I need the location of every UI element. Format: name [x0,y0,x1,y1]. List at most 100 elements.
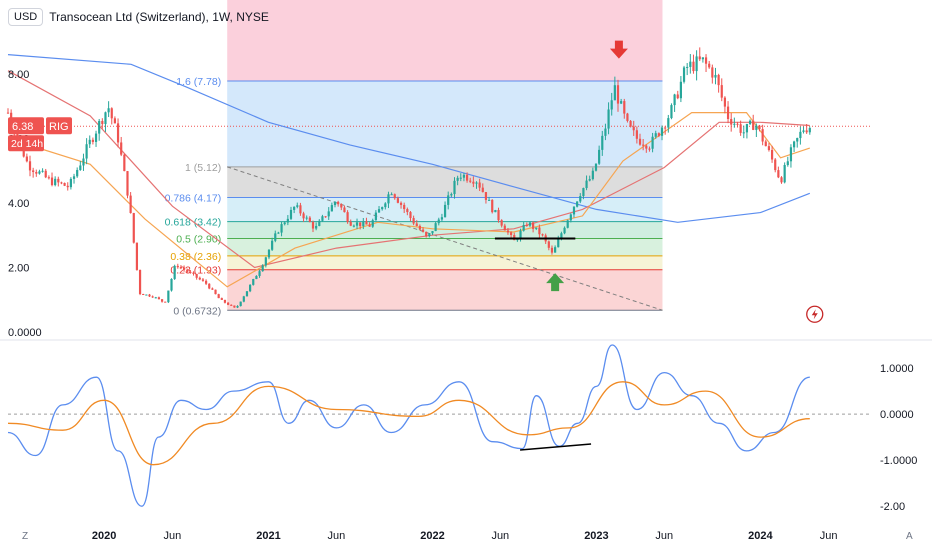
candle-body [186,269,189,272]
candle-body [299,205,302,214]
x-axis-tick-label: Jun [820,530,838,542]
signal-line [7,381,810,466]
candle-body [258,271,261,276]
candle-body [623,101,626,114]
candle-body [311,222,315,229]
candle-body [563,227,566,234]
candle-body [761,129,764,142]
fib-level-label: 1.6 (7.78) [176,76,221,88]
candle-body [613,85,616,101]
candle-body [261,265,264,272]
candle-body [44,170,47,178]
candle-body [714,74,717,78]
candle-body [201,279,205,281]
candle-body [164,301,167,303]
candle-body [604,128,607,136]
candle-body [195,273,198,278]
candle-body [138,269,142,295]
candle-body [333,201,337,206]
candle-body [657,133,660,136]
candle-body [601,135,604,150]
candle-body [748,120,752,125]
candle-body [802,130,805,132]
candle-body [497,209,500,221]
candle-body [695,56,698,72]
candle-body [113,118,117,124]
candle-body [629,120,632,127]
candle-body [88,139,91,145]
fib-level-label: 0.618 (3.42) [165,217,222,229]
candle-body [157,297,161,300]
fib-zone [227,238,663,256]
candle-body [528,222,532,226]
candle-body [359,222,362,227]
candle-body [462,174,466,178]
candle-body [151,296,154,298]
candle-body [576,201,579,207]
ticker-badge [46,117,72,135]
candle-body [692,61,695,72]
candle-body [799,131,802,139]
auto-scale-button[interactable]: A [906,531,913,542]
candle-body [343,207,346,213]
candle-body [626,113,629,121]
moving-average-line [7,54,811,223]
candle-body [321,216,324,221]
candle-body [107,108,110,113]
candle-body [770,150,774,160]
candle-body [591,170,594,180]
candle-body [233,305,236,308]
candle-body [85,144,88,159]
candle-body [406,209,409,213]
candle-body [142,294,145,296]
candle-body [465,174,469,181]
x-axis-tick-label: 2022 [420,530,444,542]
candle-body [69,178,72,188]
candle-body [538,227,541,235]
candle-body [245,291,249,297]
candle-body [789,147,793,162]
candle-body [32,170,35,173]
candle-body [327,211,330,217]
candle-body [506,230,510,233]
candle-body [271,240,274,250]
candle-body [777,170,780,178]
candle-body [267,249,271,258]
ticker-badge-label: RIG [49,121,69,133]
candle-body [318,220,321,226]
candle-body [726,106,730,120]
candle-body [739,124,742,133]
candle-body [346,212,349,222]
fib-level-label: 0.38 (2.36) [170,251,221,263]
candle-body [447,195,450,205]
candle-body [223,299,227,303]
candle-body [660,127,664,136]
candle-body [472,181,475,184]
candle-body [208,283,211,289]
y-axis-tick-label: 4.00 [8,198,29,210]
candle-body [66,185,69,188]
candle-body [676,94,679,99]
candle-body [176,265,179,268]
candle-body [308,217,311,223]
candle-body [54,178,57,186]
timezone-button[interactable]: Z [22,531,28,542]
candle-body [135,242,139,270]
candle-body [365,221,368,225]
candle-body [72,176,76,179]
currency-button[interactable]: USD [8,8,44,26]
fib-zone [227,81,663,167]
candle-body [60,182,63,184]
candle-body [399,202,403,205]
candle-body [384,203,387,208]
candle-body [79,165,82,171]
oscillator-y-tick-label: -1.0000 [880,455,917,467]
moving-average-line [7,112,810,288]
candle-body [120,142,123,155]
candle-body [170,278,173,291]
candle-body [412,218,415,224]
candle-body [566,220,569,228]
candle-body [57,178,60,183]
